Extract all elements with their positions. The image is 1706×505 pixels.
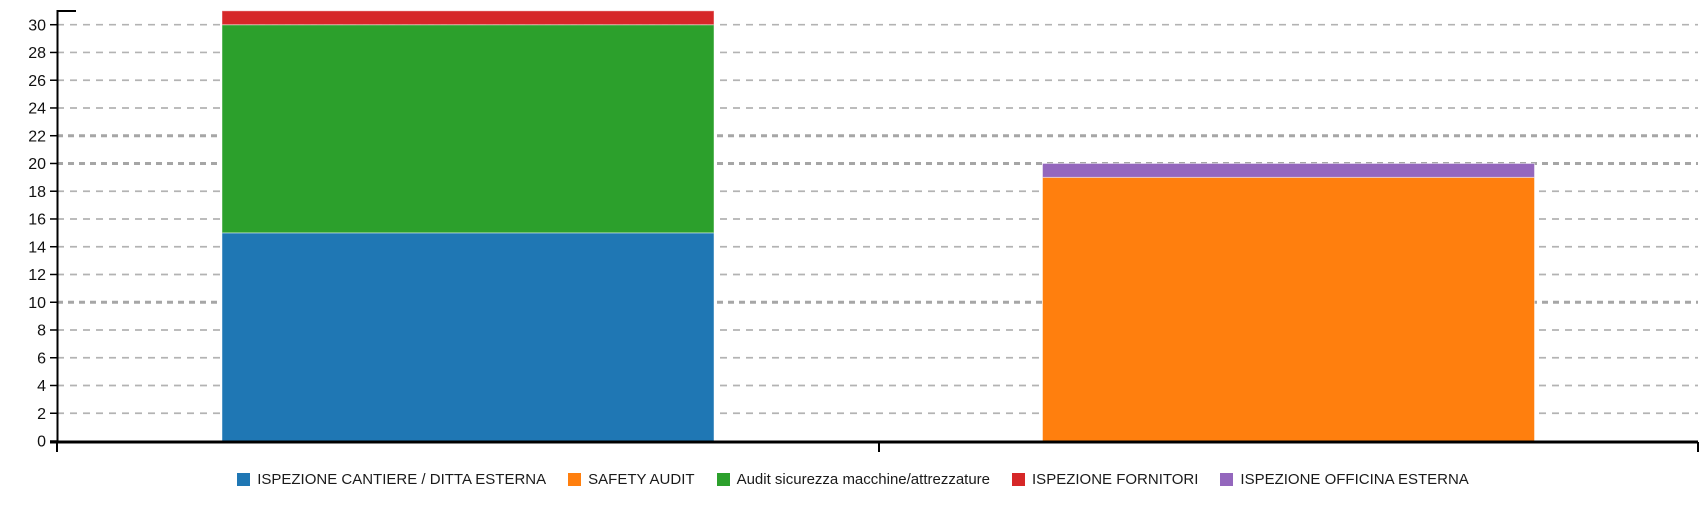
legend-swatch-ispezione-cantiere-ditta-esterna (237, 473, 251, 486)
y-axis-tick-label: 10 (28, 295, 46, 312)
y-axis-tick-label: 28 (28, 45, 46, 62)
legend-swatch-ispezione-officina-esterna (1220, 473, 1234, 486)
bar-segment-ispezione-cantiere-ditta-esterna[interactable] (221, 232, 715, 442)
legend-swatch-audit-sicurezza-macchine-attrezzature (716, 473, 730, 486)
legend-item-safety-audit[interactable]: SAFETY AUDIT (568, 471, 695, 488)
legend-swatch-safety-audit (568, 473, 582, 486)
bar-segment-safety-audit[interactable] (1042, 176, 1535, 442)
y-axis-tick-label: 26 (28, 73, 46, 90)
y-axis-tick-label: 14 (28, 239, 46, 256)
legend-label: ISPEZIONE CANTIERE / DITTA ESTERNA (257, 471, 547, 488)
y-axis-tick-label: 22 (28, 128, 46, 145)
y-axis-tick-label: 4 (37, 378, 46, 395)
legend-item-audit-sicurezza-macchine-attrezzature[interactable]: Audit sicurezza macchine/attrezzature (716, 471, 991, 488)
y-axis-tick-label: 6 (37, 350, 46, 367)
y-axis-tick-label: 2 (37, 406, 46, 423)
y-axis-tick-label: 30 (28, 17, 46, 34)
y-axis-tick-label: 16 (28, 212, 46, 229)
y-axis-tick-label: 20 (28, 156, 46, 173)
legend-label: ISPEZIONE OFFICINA ESTERNA (1240, 471, 1469, 488)
legend-item-ispezione-cantiere-ditta-esterna[interactable]: ISPEZIONE CANTIERE / DITTA ESTERNA (237, 471, 546, 488)
y-axis-tick-label: 24 (28, 101, 46, 118)
chart-legend: ISPEZIONE CANTIERE / DITTA ESTERNA SAFETY… (0, 471, 1706, 488)
y-axis-tick-label: 12 (28, 267, 46, 284)
bar-segment-audit-sicurezza-macchine-attrezzature[interactable] (221, 24, 715, 234)
legend-label: SAFETY AUDIT (588, 471, 695, 488)
legend-label: ISPEZIONE FORNITORI (1032, 471, 1199, 488)
legend-swatch-ispezione-fornitori (1012, 473, 1026, 486)
legend-item-ispezione-officina-esterna[interactable]: ISPEZIONE OFFICINA ESTERNA (1220, 471, 1469, 488)
y-axis-tick-label: 0 (37, 434, 46, 451)
legend-item-ispezione-fornitori[interactable]: ISPEZIONE FORNITORI (1012, 471, 1198, 488)
legend-label: Audit sicurezza macchine/attrezzature (736, 471, 991, 488)
y-axis-tick-label: 8 (37, 323, 46, 340)
bar-segment-ispezione-officina-esterna[interactable] (1042, 162, 1535, 178)
bar-segment-ispezione-fornitori[interactable] (221, 10, 715, 26)
y-axis-tick-label: 18 (28, 184, 46, 201)
